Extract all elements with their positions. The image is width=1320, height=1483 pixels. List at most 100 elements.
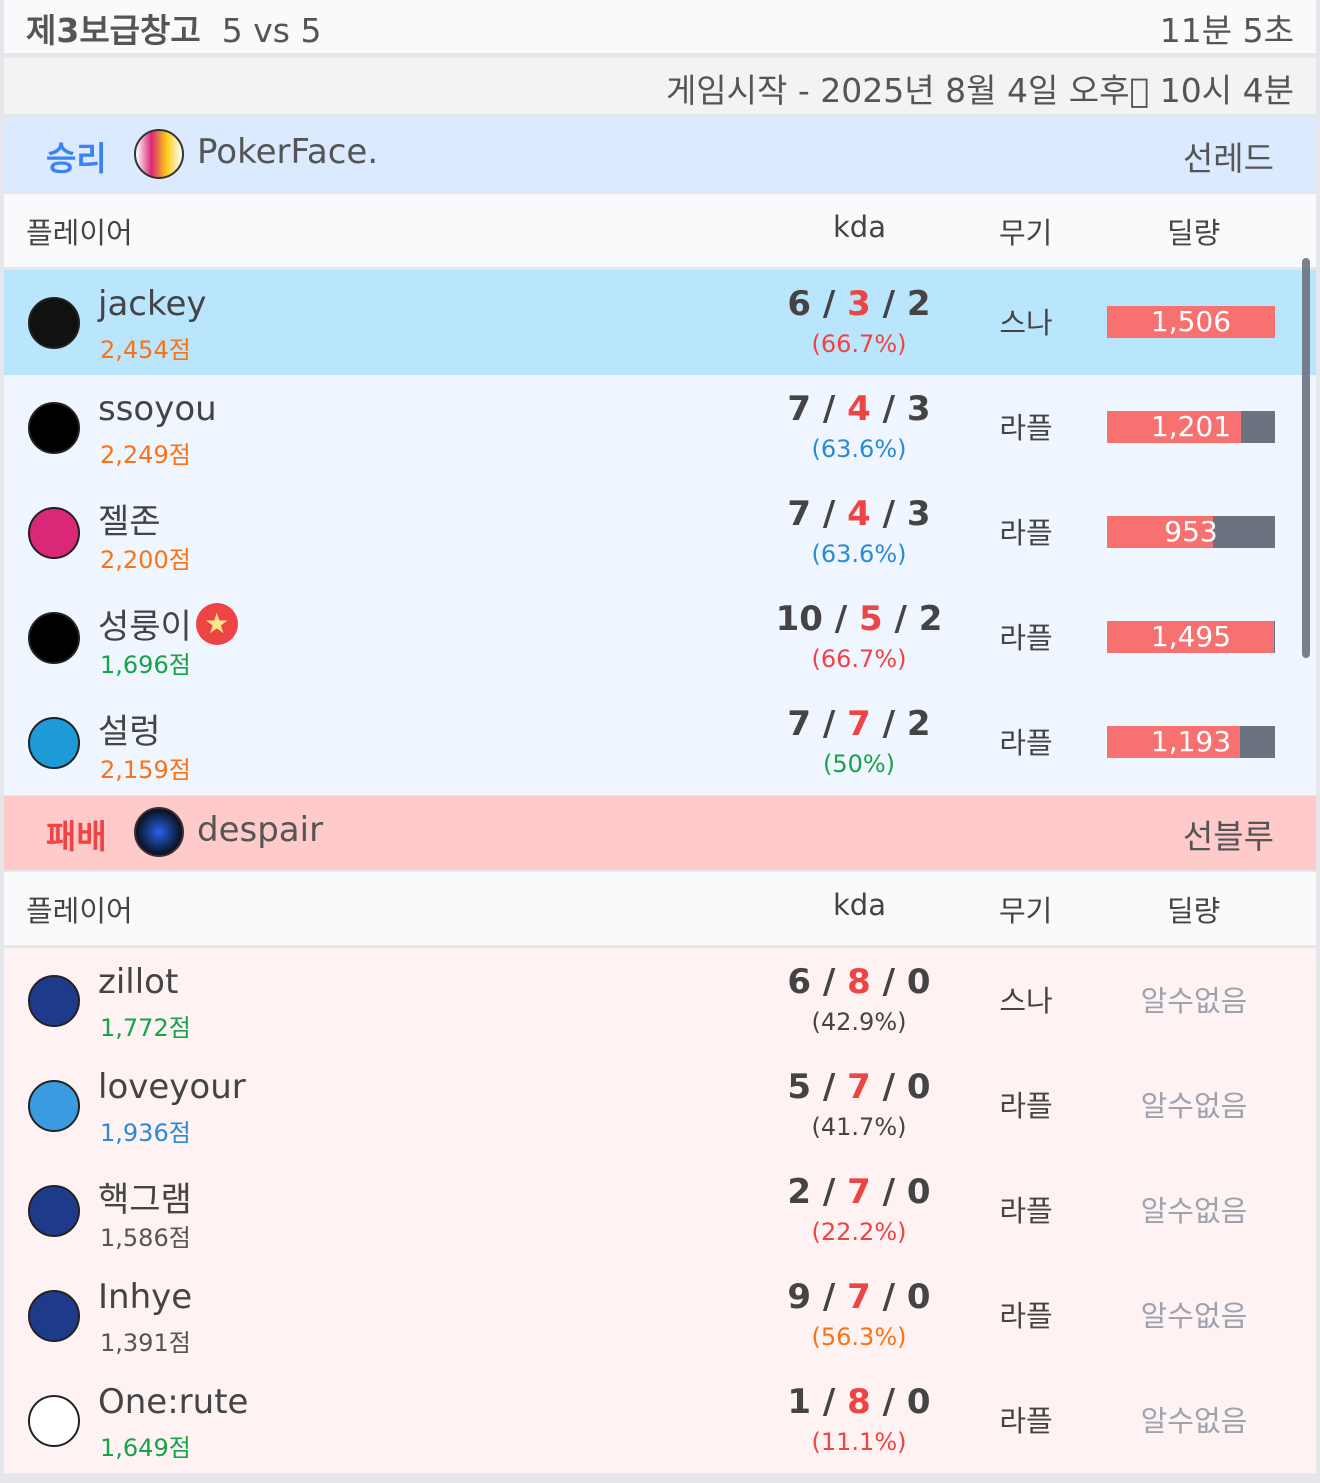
- damage-bar-fill: [1107, 516, 1214, 548]
- kills: 1: [787, 1382, 812, 1422]
- player-name[interactable]: 핵그램: [98, 1172, 192, 1221]
- weapon: 라플: [999, 1299, 1053, 1333]
- kill-participation: (41.7%): [811, 1113, 907, 1141]
- deaths: 3: [847, 284, 871, 324]
- player-name-text[interactable]: 성룽이: [98, 607, 192, 647]
- player-name-text[interactable]: 핵그램: [98, 1180, 192, 1220]
- player-score: 1,936점: [100, 1119, 191, 1147]
- joker-card-icon: [134, 129, 184, 179]
- kda-value: 7 / 4 / 3: [787, 389, 931, 429]
- player-row[interactable]: 젤존 2,200점 7 / 4 / 3 (63.6%) 라플 953: [4, 480, 1316, 585]
- damage-bar: 953: [1107, 516, 1275, 548]
- player-row[interactable]: One:rute 1,649점 1 / 8 / 0 (11.1%) 라플 알수없음: [4, 1368, 1316, 1473]
- deaths: 7: [847, 1277, 871, 1317]
- weapon: 라플: [999, 1404, 1053, 1438]
- damage-value: 1,495: [1150, 620, 1232, 653]
- deaths: 5: [858, 599, 883, 639]
- player-name[interactable]: Inhye: [98, 1277, 192, 1317]
- player-score: 1,772점: [100, 1014, 191, 1042]
- start-time-bar: 게임시작 - 2025년 8월 4일 오후  10시 4분: [4, 58, 1316, 114]
- player-name-text[interactable]: ssoyou: [98, 389, 217, 429]
- deaths: 8: [847, 1382, 871, 1422]
- player-name-text[interactable]: jackey: [98, 284, 207, 324]
- player-row[interactable]: loveyour 1,936점 5 / 7 / 0 (41.7%) 라플 알수없음: [4, 1053, 1316, 1158]
- player-row[interactable]: zillot 1,772점 6 / 8 / 0 (42.9%) 스나 알수없음: [4, 948, 1316, 1053]
- assists: 0: [906, 1172, 931, 1212]
- kda-value: 2 / 7 / 0: [787, 1172, 931, 1212]
- assists: 0: [906, 1067, 931, 1107]
- damage-bar-fill: [1107, 306, 1275, 338]
- column-header: 플레이어 kda 무기 딜량: [4, 194, 1316, 267]
- kda-value: 1 / 8 / 0: [787, 1382, 931, 1422]
- scrollbar[interactable]: [1302, 258, 1310, 658]
- weapon: 라플: [999, 411, 1053, 445]
- player-name[interactable]: zillot: [98, 962, 178, 1002]
- start-time: 게임시작 - 2025년 8월 4일 오후  10시 4분: [665, 71, 1294, 110]
- assists: 3: [906, 389, 931, 429]
- kill-participation: (66.7%): [811, 645, 907, 673]
- gunman-icon: [28, 1395, 80, 1447]
- kda-value: 6 / 3 / 2: [787, 284, 931, 324]
- player-name[interactable]: One:rute: [98, 1382, 248, 1422]
- assists: 3: [906, 494, 931, 534]
- column-kda: kda: [833, 888, 886, 922]
- player-row[interactable]: 성룽이 ★ 1,696점 10 / 5 / 2 (66.7%) 라플 1,495: [4, 585, 1316, 690]
- player-row[interactable]: 핵그램 1,586점 2 / 7 / 0 (22.2%) 라플 알수없음: [4, 1158, 1316, 1263]
- player-row[interactable]: ssoyou 2,249점 7 / 4 / 3 (63.6%) 라플 1,201: [4, 375, 1316, 480]
- player-name-text[interactable]: zillot: [98, 962, 179, 1002]
- player-name-text[interactable]: One:rute: [98, 1382, 249, 1422]
- player-name-text[interactable]: 젤존: [98, 502, 161, 542]
- column-header: 플레이어 kda 무기 딜량: [4, 872, 1316, 945]
- deaths: 4: [847, 389, 871, 429]
- team-header: 패배 despair 선블루: [4, 796, 1316, 870]
- damage-value: 1,193: [1150, 725, 1232, 758]
- assists: 2: [906, 284, 931, 324]
- damage-bar: 1,506: [1107, 306, 1275, 338]
- player-name[interactable]: 젤존: [98, 494, 161, 543]
- deaths: 7: [847, 1172, 871, 1212]
- kills: 5: [787, 1067, 812, 1107]
- damage-unknown: 알수없음: [1140, 984, 1248, 1018]
- player-name-text[interactable]: loveyour: [98, 1067, 246, 1107]
- team-result: 패배: [46, 817, 107, 856]
- team-name[interactable]: despair: [197, 810, 324, 850]
- player-name[interactable]: ssoyou: [98, 389, 217, 429]
- kills: 10: [775, 599, 823, 639]
- assists: 2: [906, 704, 931, 744]
- column-player: 플레이어: [26, 894, 133, 928]
- player-name-text[interactable]: 설렁: [98, 712, 161, 752]
- player-row[interactable]: jackey 2,454점 6 / 3 / 2 (66.7%) 스나 1,506: [4, 270, 1316, 375]
- weapon: 라플: [999, 621, 1053, 655]
- column-weapon: 무기: [999, 894, 1053, 928]
- damage-unknown: 알수없음: [1140, 1194, 1248, 1228]
- team-side: 선레드: [1182, 139, 1274, 178]
- damage-value: 953: [1164, 515, 1218, 548]
- kda-value: 6 / 8 / 0: [787, 962, 931, 1002]
- player-row[interactable]: 설렁 2,159점 7 / 7 / 2 (50%) 라플 1,193: [4, 690, 1316, 795]
- player-name[interactable]: jackey: [98, 284, 207, 324]
- damage-bar-fill: [1107, 411, 1241, 443]
- assists: 0: [906, 1277, 931, 1317]
- assists: 0: [906, 1382, 931, 1422]
- player-row[interactable]: Inhye 1,391점 9 / 7 / 0 (56.3%) 라플 알수없음: [4, 1263, 1316, 1368]
- damage-bar: 1,201: [1107, 411, 1275, 443]
- deaths: 4: [847, 494, 871, 534]
- team-name[interactable]: PokerFace.: [197, 132, 379, 172]
- blue-dragon-icon: [28, 1290, 80, 1342]
- kda-value: 10 / 5 / 2: [775, 599, 943, 639]
- player-name[interactable]: loveyour: [98, 1067, 246, 1107]
- red-slash-icon: [28, 612, 80, 664]
- player-score: 2,200점: [100, 546, 191, 574]
- kda-value: 7 / 7 / 2: [787, 704, 931, 744]
- player-name[interactable]: 성룽이 ★: [98, 599, 238, 648]
- damage-bar-fill: [1107, 621, 1274, 653]
- player-name-text[interactable]: Inhye: [98, 1277, 193, 1317]
- player-score: 1,696점: [100, 651, 191, 679]
- weapon: 라플: [999, 516, 1053, 550]
- kill-participation: (63.6%): [811, 540, 907, 568]
- kills: 7: [787, 494, 812, 534]
- damage-bar: 1,495: [1107, 621, 1275, 653]
- kills: 9: [787, 1277, 812, 1317]
- red-slash-icon: [28, 402, 80, 454]
- player-name[interactable]: 설렁: [98, 704, 161, 753]
